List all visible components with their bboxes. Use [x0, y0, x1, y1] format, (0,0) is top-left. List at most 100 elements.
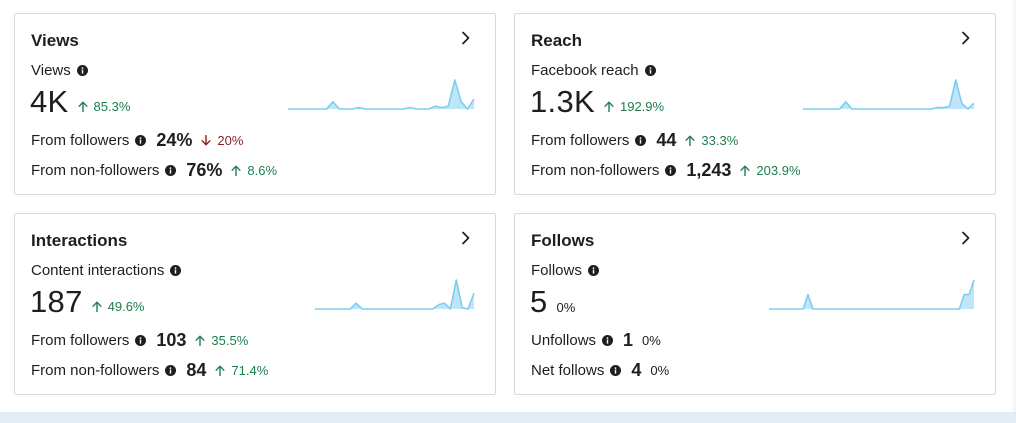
breakdown-change: 8.6% — [231, 163, 277, 178]
breakdown-label: From non-followers — [31, 362, 160, 379]
info-icon[interactable] — [644, 65, 656, 76]
sparkline-svg — [803, 79, 975, 110]
arrow-up-icon — [215, 365, 225, 376]
breakdown-label: From non-followers — [31, 162, 160, 179]
info-icon[interactable] — [170, 265, 182, 276]
info-icon[interactable] — [165, 165, 177, 176]
sparkline — [769, 278, 975, 312]
sparkline-line — [315, 279, 475, 310]
metric-change-value: 85.3% — [93, 99, 131, 114]
sparkline-line — [803, 79, 975, 110]
breakdown-value: 84 — [186, 360, 207, 380]
arrow-up-icon — [195, 335, 205, 346]
metric-change: 49.6% — [92, 299, 145, 314]
breakdown-value: 76% — [186, 160, 223, 180]
follows-card[interactable]: Follows Follows 5 0% Unfollows 1 0% Net … — [514, 213, 996, 395]
breakdown-label: Net follows — [531, 362, 605, 379]
breakdown-change: 33.3% — [685, 133, 738, 148]
arrow-up-icon — [92, 301, 102, 312]
breakdown-change-value: 0% — [650, 363, 670, 378]
breakdown-change: 71.4% — [215, 363, 268, 378]
metric-label: Views — [31, 62, 71, 79]
breakdown-row: From non-followers 76% 8.6% — [31, 160, 277, 181]
metric-change: 192.9% — [604, 99, 664, 114]
sparkline-area — [288, 80, 474, 109]
sparkline-line — [288, 79, 475, 110]
metric-change: 0% — [557, 300, 576, 315]
breakdown-change-value: 20% — [217, 133, 244, 148]
arrow-up-icon — [78, 101, 88, 112]
breakdown-change-value: 35.5% — [211, 333, 249, 348]
scrollbar-track[interactable] — [1013, 0, 1016, 412]
metric-value-row: 4K 85.3% — [30, 84, 130, 120]
chevron-right-icon[interactable] — [459, 231, 473, 245]
info-icon[interactable] — [610, 365, 622, 376]
info-icon[interactable] — [665, 165, 677, 176]
metric-label-row: Views — [31, 62, 88, 79]
breakdown-change: 0% — [650, 363, 669, 378]
metric-value-row: 1.3K 192.9% — [530, 84, 664, 120]
info-icon[interactable] — [635, 135, 647, 146]
sparkline-svg — [315, 279, 475, 310]
breakdown-change: 20% — [201, 133, 243, 148]
metric-value: 1.3K — [530, 84, 595, 119]
breakdown-change: 203.9% — [740, 163, 801, 178]
arrow-up-icon — [231, 165, 241, 176]
breakdown-value: 1 — [623, 330, 634, 350]
metric-label: Follows — [531, 262, 582, 279]
arrow-up-icon — [604, 101, 614, 112]
sparkline-area — [769, 280, 974, 309]
metric-value-row: 187 49.6% — [30, 284, 145, 320]
metric-change: 85.3% — [78, 99, 131, 114]
breakdown-value: 103 — [156, 330, 187, 350]
card-title: Reach — [531, 31, 583, 50]
metric-label: Content interactions — [31, 262, 165, 279]
metric-change-value: 0% — [556, 300, 576, 315]
metric-label-row: Facebook reach — [531, 62, 656, 79]
breakdown-change-value: 8.6% — [247, 163, 278, 178]
metric-value: 187 — [30, 284, 83, 319]
views-card[interactable]: Views Views 4K 85.3% From followers 24% … — [14, 13, 496, 195]
page-footer-strip — [0, 412, 1016, 423]
breakdown-row: Net follows 4 0% — [531, 360, 669, 381]
breakdown-label: From followers — [531, 132, 630, 149]
breakdown-value: 24% — [156, 130, 193, 150]
chevron-right-icon[interactable] — [959, 231, 973, 245]
info-icon[interactable] — [602, 335, 614, 346]
info-icon[interactable] — [135, 335, 147, 346]
breakdown-change-value: 0% — [642, 333, 661, 348]
breakdown-label: From followers — [31, 132, 130, 149]
breakdown-row: From followers 103 35.5% — [31, 330, 248, 351]
chevron-right-icon[interactable] — [959, 31, 973, 45]
breakdown-row: From non-followers 84 71.4% — [31, 360, 268, 381]
breakdown-change: 35.5% — [195, 333, 248, 348]
chevron-right-icon[interactable] — [459, 31, 473, 45]
breakdown-value: 1,243 — [686, 160, 732, 180]
arrow-up-icon — [685, 135, 695, 146]
metric-value-row: 5 0% — [530, 284, 575, 320]
interactions-card[interactable]: Interactions Content interactions 187 49… — [14, 213, 496, 395]
breakdown-row: From followers 24% 20% — [31, 130, 243, 151]
breakdown-label: From non-followers — [531, 162, 660, 179]
breakdown-row: From followers 44 33.3% — [531, 130, 738, 151]
breakdown-change: 0% — [642, 333, 661, 348]
metric-change-value: 49.6% — [107, 299, 145, 314]
sparkline — [803, 78, 975, 112]
card-title: Interactions — [31, 231, 128, 250]
reach-card[interactable]: Reach Facebook reach 1.3K 192.9% From fo… — [514, 13, 996, 195]
info-icon[interactable] — [587, 265, 599, 276]
metric-label-row: Content interactions — [31, 262, 182, 279]
sparkline-svg — [769, 279, 975, 310]
info-icon[interactable] — [165, 365, 177, 376]
card-title: Follows — [531, 231, 595, 250]
breakdown-change-value: 71.4% — [231, 363, 269, 378]
metric-label-row: Follows — [531, 262, 599, 279]
sparkline-area — [315, 280, 474, 309]
sparkline-line — [769, 279, 975, 310]
sparkline — [315, 278, 475, 312]
metric-change-value: 192.9% — [619, 99, 665, 114]
metric-label: Facebook reach — [531, 62, 639, 79]
info-icon[interactable] — [76, 65, 88, 76]
info-icon[interactable] — [135, 135, 147, 146]
arrow-up-icon — [740, 165, 750, 176]
